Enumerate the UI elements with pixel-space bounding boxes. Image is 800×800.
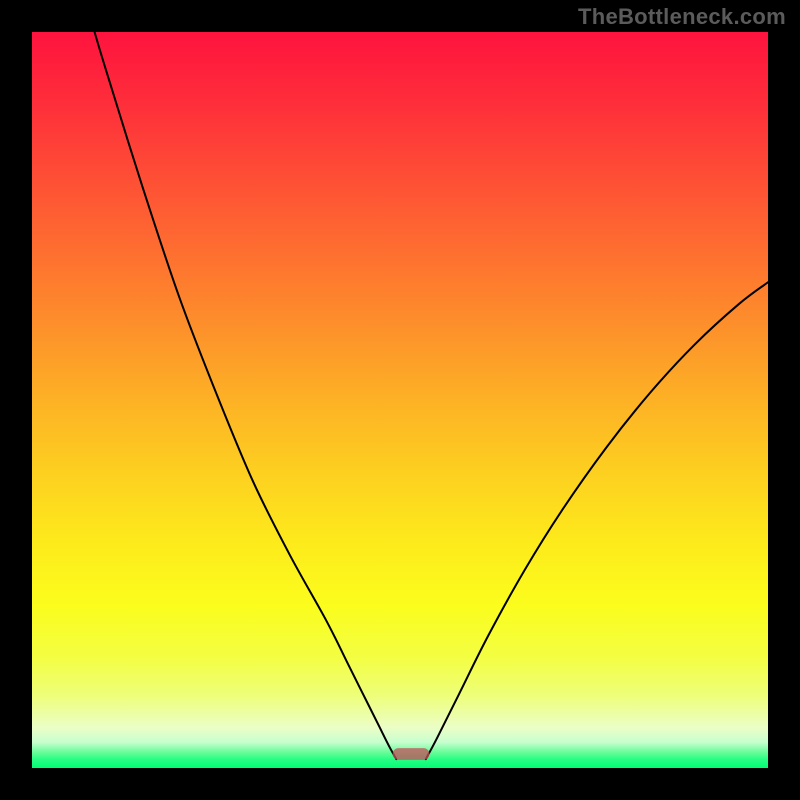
watermark-text: TheBottleneck.com (578, 4, 786, 30)
bottleneck-chart (0, 0, 800, 800)
plot-background (32, 32, 768, 768)
chart-container: TheBottleneck.com (0, 0, 800, 800)
optimal-marker (393, 748, 430, 760)
